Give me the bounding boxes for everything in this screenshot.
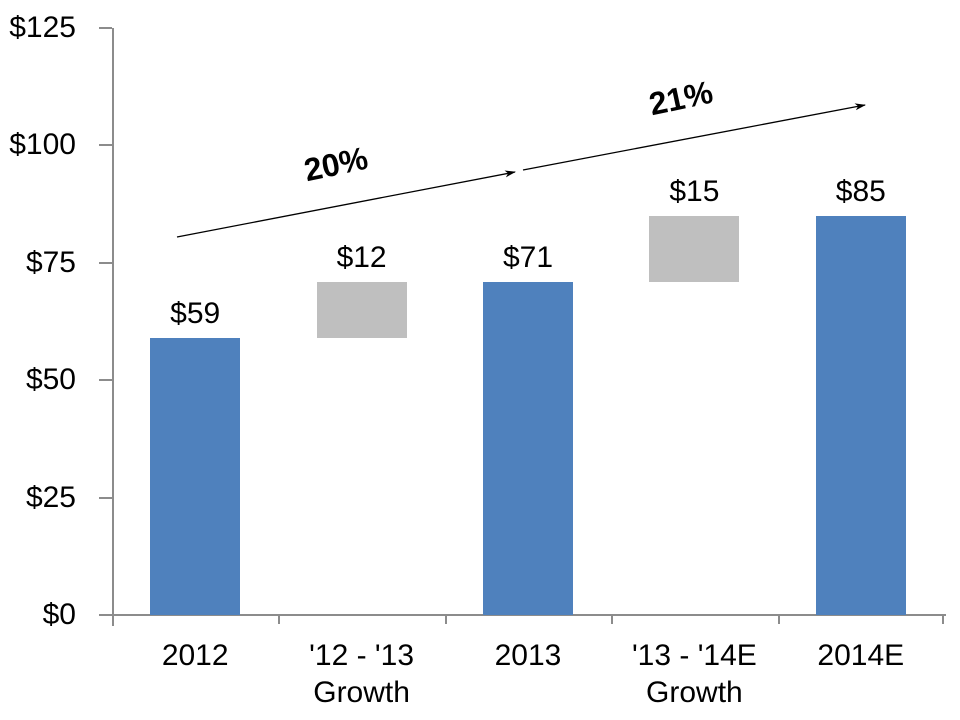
y-axis-line <box>112 28 114 626</box>
y-axis-tick-label: $0 <box>42 598 76 631</box>
x-axis-tick <box>112 614 114 624</box>
y-axis-tick <box>99 144 112 147</box>
y-axis-tick <box>99 496 112 499</box>
growth-arrow <box>522 103 866 171</box>
x-axis-tick <box>611 614 614 624</box>
bar-data-label: $71 <box>502 240 554 274</box>
x-axis-tick <box>942 614 944 624</box>
category-label: 2014E <box>817 639 905 672</box>
x-axis-line <box>99 614 946 616</box>
y-axis-tick-label: $25 <box>25 480 76 514</box>
y-axis-tick <box>99 261 112 264</box>
growth-arrow <box>176 170 516 238</box>
value-bar <box>815 215 906 615</box>
bar-data-label: $85 <box>835 174 886 208</box>
bar-data-label: $12 <box>336 240 387 274</box>
category-label: 2013 <box>494 639 562 672</box>
bar-data-label: $15 <box>669 174 720 208</box>
category-label: '13 - '14E Growth <box>631 639 757 709</box>
value-bar <box>150 337 241 615</box>
category-label: '12 - '13 Growth <box>309 639 415 709</box>
y-axis-tick-label: $75 <box>25 245 76 279</box>
y-axis-tick-label: $50 <box>25 363 76 397</box>
y-axis-tick-label: $125 <box>9 11 76 44</box>
value-bar <box>483 281 573 615</box>
y-axis-tick <box>99 379 112 382</box>
y-axis-tick <box>99 614 112 616</box>
x-axis-tick <box>777 614 780 624</box>
x-axis-tick <box>444 614 447 624</box>
x-axis-tick <box>278 614 281 624</box>
category-label: 2012 <box>161 639 229 672</box>
y-axis-tick <box>99 27 112 29</box>
y-axis-tick-label: $100 <box>9 128 76 162</box>
growth-bar <box>316 281 407 338</box>
growth-bar <box>649 215 740 282</box>
bar-data-label: $59 <box>170 296 221 330</box>
